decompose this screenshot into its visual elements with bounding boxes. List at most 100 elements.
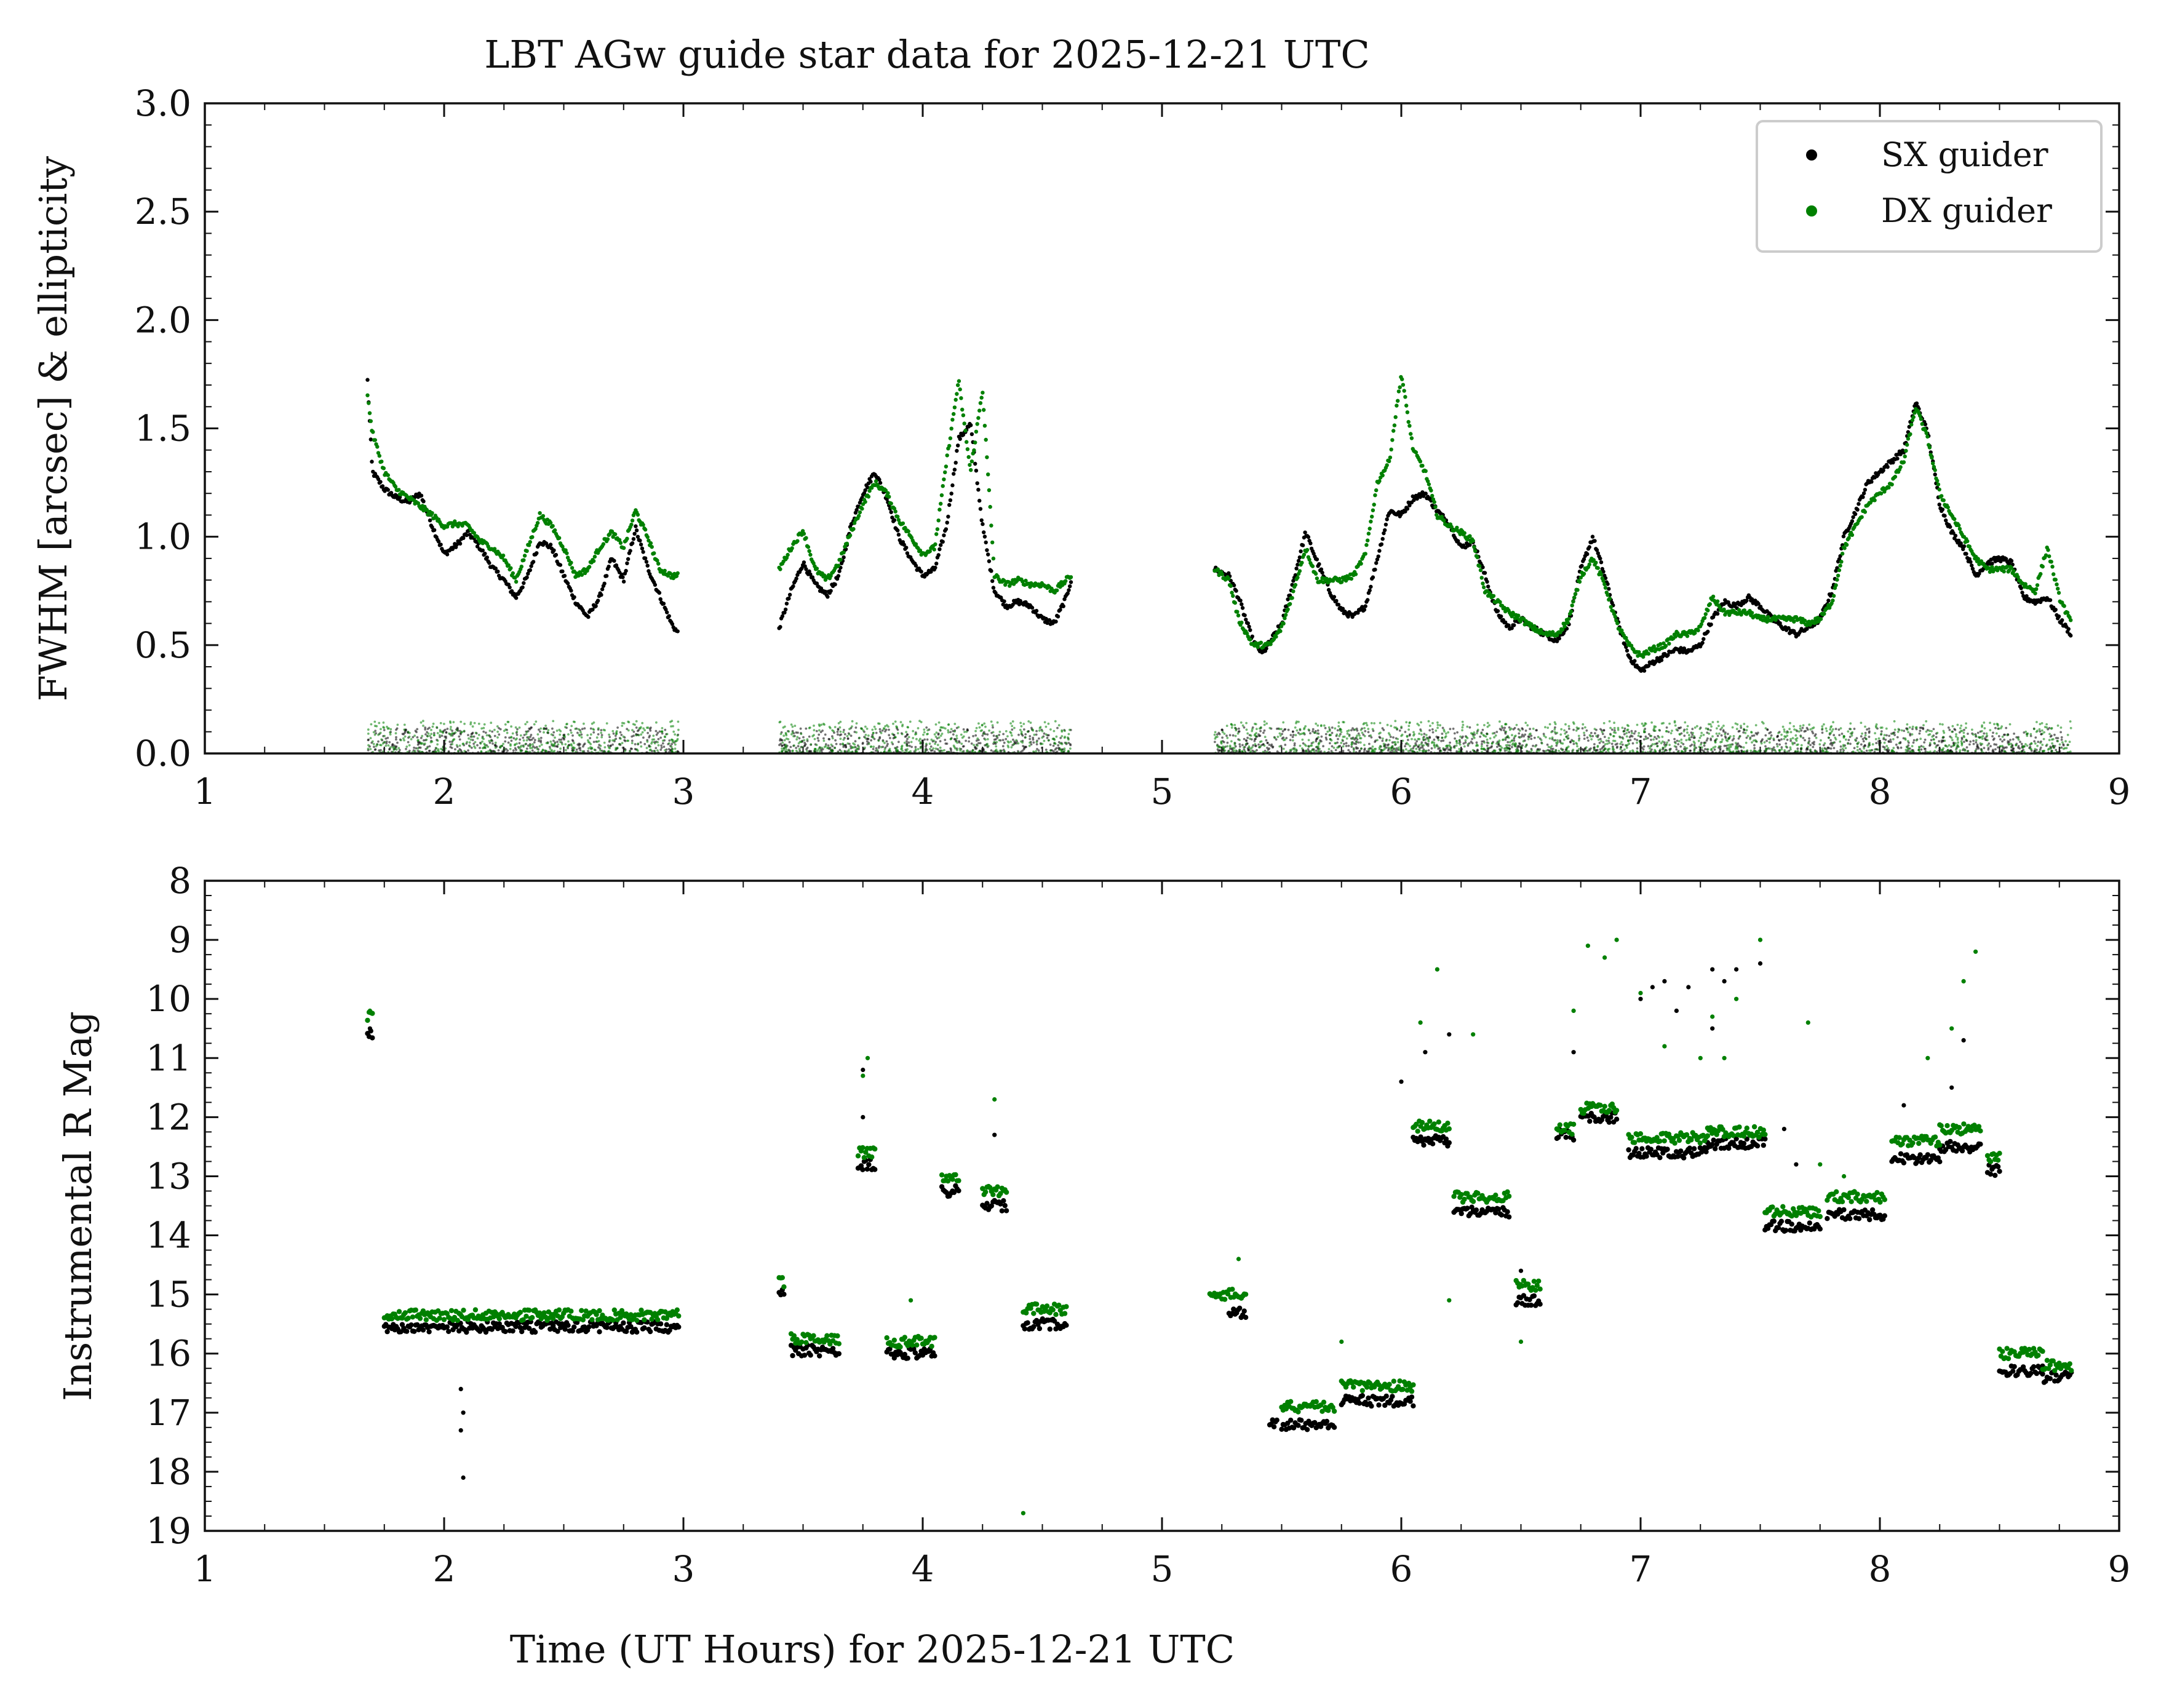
fwhm-point-sx [2066,627,2071,631]
ellipticity-point-sx [504,736,507,739]
fwhm-point-dx [939,501,943,506]
ellipticity-point-sx [1813,741,1816,744]
fwhm-point-sx [485,555,489,560]
ellipticity-point-sx [2039,730,2042,733]
fwhm-point-dx [1529,622,1534,626]
fwhm-point-dx [1402,389,1406,393]
ellipticity-point-sx [2018,747,2021,750]
fwhm-point-dx [958,387,962,392]
ellipticity-point-sx [797,731,799,734]
fwhm-point-dx [795,539,800,543]
fwhm-point-dx [1302,552,1307,557]
ellipticity-point-sx [1284,728,1287,731]
fwhm-point-sx [2019,586,2023,590]
ellipticity-point-sx [395,736,397,739]
fwhm-point-dx [836,563,841,568]
ellipticity-point-sx [1753,747,1756,750]
ellipticity-point-sx [1919,729,1922,733]
fwhm-point-sx [2048,598,2053,602]
fwhm-point-dx [1872,498,1877,502]
fwhm-point-sx [2024,594,2029,598]
ellipticity-point-sx [837,728,840,730]
fwhm-point-sx [1587,545,1591,549]
ellipticity-point-sx [968,736,971,739]
ellipticity-point-sx [1655,737,1658,740]
ellipticity-point-sx [1265,739,1268,742]
ellipticity-point-sx [1532,744,1535,747]
fwhm-point-dx [643,527,648,532]
fwhm-point-dx [1310,564,1315,568]
ellipticity-point-sx [1337,737,1339,741]
fwhm-point-sx [982,534,987,539]
ellipticity-point-sx [1572,742,1575,745]
ellipticity-point-sx [838,734,842,737]
fwhm-point-dx [2062,604,2066,608]
fwhm-point-sx [952,467,957,472]
fwhm-point-sx [599,593,603,597]
ellipticity-point-sx [1614,743,1617,746]
ellipticity-point-sx [1029,737,1032,741]
ellipticity-point-sx [1673,737,1676,741]
fwhm-point-dx [1433,505,1438,509]
ellipticity-point-sx [1737,730,1740,733]
fwhm-point-dx [1279,624,1284,629]
ellipticity-point-sx [1847,739,1850,741]
ellipticity-point-sx [1456,731,1459,734]
ellipticity-point-sx [531,749,534,752]
ellipticity-point-sx [962,728,965,731]
ellipticity-point-sx [1976,745,1979,749]
ellipticity-point-sx [396,741,399,744]
ellipticity-point-sx [583,727,586,730]
ellipticity-point-sx [1636,739,1639,742]
ellipticity-point-sx [1809,744,1812,747]
fwhm-point-dx [802,531,806,536]
fwhm-point-dx [1901,460,1906,464]
ellipticity-point-sx [2037,741,2040,744]
ellipticity-point-sx [1647,733,1650,736]
ellipticity-point-sx [1719,747,1722,750]
ellipticity-point-sx [1228,734,1232,737]
fwhm-point-dx [957,379,961,383]
fwhm-point-sx [1923,422,1928,427]
ellipticity-point-sx [1800,729,1803,732]
ellipticity-point-sx [632,734,635,737]
fwhm-point-sx [1666,653,1670,657]
fwhm-point-sx [802,560,806,565]
ellipticity-point-sx [888,728,890,731]
fwhm-point-sx [1403,509,1407,514]
ellipticity-point-sx [1610,742,1614,745]
fwhm-point-dx [613,532,618,536]
fwhm-point-dx [978,401,983,405]
ellipticity-point-sx [551,727,554,730]
ellipticity-point-sx [416,728,419,731]
fwhm-point-sx [653,582,658,587]
ellipticity-point-sx [1367,731,1370,734]
fwhm-point-sx [1319,567,1324,571]
fwhm-point-dx [1274,635,1278,639]
fwhm-point-dx [943,470,947,475]
ellipticity-point-sx [671,742,674,745]
fwhm-point-dx [1837,568,1842,573]
ellipticity-point-sx [1345,742,1348,745]
fwhm-point-dx [852,521,857,525]
fwhm-point-dx [380,459,384,464]
fwhm-point-sx [1603,576,1608,581]
fwhm-point-sx [2009,558,2014,563]
fwhm-point-dx [1216,567,1220,571]
ellipticity-point-sx [569,729,572,732]
fwhm-point-dx [2053,578,2058,582]
ellipticity-point-sx [1001,739,1005,742]
fwhm-point-dx [1286,607,1290,611]
ellipticity-point-sx [1841,733,1844,735]
ellipticity-point-sx [929,745,933,748]
ellipticity-point-sx [610,744,612,747]
fwhm-point-dx [569,560,573,565]
ellipticity-point-sx [2004,746,2007,749]
ellipticity-point-sx [1987,747,1990,750]
ellipticity-point-sx [798,737,801,740]
fwhm-point-sx [944,527,949,531]
fwhm-point-dx [1455,525,1459,530]
ellipticity-point-sx [1262,731,1265,734]
ellipticity-point-sx [1433,738,1436,741]
fwhm-point-sx [439,542,443,547]
